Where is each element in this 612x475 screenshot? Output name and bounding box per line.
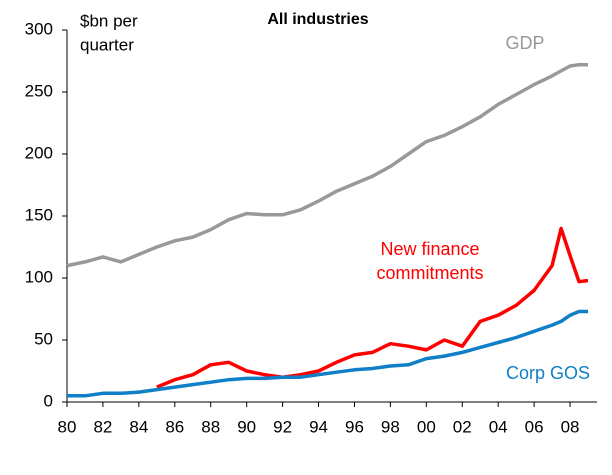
x-tick-label: 02 (453, 417, 472, 436)
x-tick-label: 92 (273, 417, 292, 436)
series-label: New finance (380, 239, 479, 259)
series-label: Corp GOS (506, 363, 590, 383)
x-tick-label: 04 (489, 417, 508, 436)
y-tick-label: 200 (25, 143, 53, 162)
y-tick-label: 0 (44, 391, 53, 410)
series-label: GDP (505, 33, 544, 53)
x-tick-label: 98 (381, 417, 400, 436)
series-line (156, 226, 589, 389)
x-tick-label: 00 (417, 417, 436, 436)
x-tick-label: 08 (561, 417, 580, 436)
y-tick-label: 150 (25, 205, 53, 224)
series-line (67, 309, 588, 398)
series-label: commitments (376, 263, 483, 283)
y-axis-label: quarter (80, 35, 134, 54)
x-tick-label: 84 (129, 417, 148, 436)
y-tick-label: 50 (34, 329, 53, 348)
y-tick-label: 250 (25, 81, 53, 100)
y-tick-label: 100 (25, 267, 53, 286)
y-axis-label: $bn per (80, 11, 138, 30)
x-tick-label: 06 (525, 417, 544, 436)
x-tick-label: 88 (201, 417, 220, 436)
x-tick-label: 82 (93, 417, 112, 436)
x-tick-label: 96 (345, 417, 364, 436)
x-tick-label: 86 (165, 417, 184, 436)
x-tick-label: 90 (237, 417, 256, 436)
y-tick-label: 300 (25, 19, 53, 38)
x-tick-label: 94 (309, 417, 328, 436)
series-line (66, 62, 588, 268)
x-tick-label: 80 (58, 417, 77, 436)
chart-title: All industries (267, 11, 368, 28)
